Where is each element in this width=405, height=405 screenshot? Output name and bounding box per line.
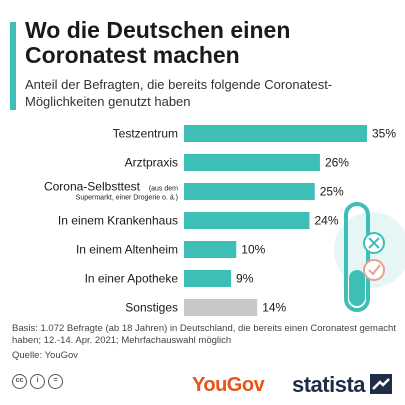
value-label: 26%	[325, 156, 349, 170]
bar	[184, 270, 232, 287]
attribution-icon: i	[30, 374, 45, 389]
category-label: Sonstiges	[125, 301, 178, 315]
category-label: In einer Apotheke	[85, 272, 179, 286]
value-label: 14%	[262, 301, 286, 315]
chart-subtitle: Anteil der Befragten, die bereits folgen…	[25, 77, 333, 109]
chart-title: Wo die Deutschen einen Coronatest machen	[25, 17, 291, 68]
category-label: In einem Krankenhaus	[58, 214, 178, 228]
bar	[184, 183, 315, 200]
value-label: 25%	[320, 185, 344, 199]
no-derivatives-icon: =	[48, 374, 63, 389]
category-note: Supermarkt, einer Drogerie o. ä.)	[76, 195, 178, 202]
bar	[184, 154, 320, 171]
category-note: (aus dem	[149, 186, 178, 193]
bar	[184, 125, 367, 142]
value-label: 35%	[372, 127, 396, 141]
bar	[184, 299, 258, 316]
bar	[184, 212, 310, 229]
category-label: In einem Altenheim	[76, 243, 178, 257]
category-label: Arztpraxis	[125, 156, 178, 170]
license-icons: cc i =	[12, 374, 63, 389]
test-tube-icon	[334, 202, 405, 312]
value-label: 10%	[241, 243, 265, 257]
value-label: 9%	[236, 272, 254, 286]
statista-logo: statista	[292, 372, 366, 397]
bar	[184, 241, 237, 258]
cc-icon: cc	[12, 374, 27, 389]
bar-chart: 35% Testzentrum 26% Arztpraxis 25% Corona-Sel…	[44, 125, 405, 316]
statista-mark-icon	[370, 374, 392, 394]
bars: 35% Testzentrum 26% Arztpraxis 25% Corona-Sel…	[44, 125, 396, 316]
source-note: Quelle: YouGov	[12, 350, 79, 361]
category-label: Testzentrum	[113, 127, 178, 141]
category-label: Corona-Selbsttest	[44, 180, 141, 194]
title-accent-bar	[10, 22, 16, 110]
yougov-logo: YouGov	[192, 374, 265, 396]
footnote: Basis: 1.072 Befragte (ab 18 Jahren) in …	[12, 323, 396, 346]
value-label: 24%	[314, 214, 338, 228]
